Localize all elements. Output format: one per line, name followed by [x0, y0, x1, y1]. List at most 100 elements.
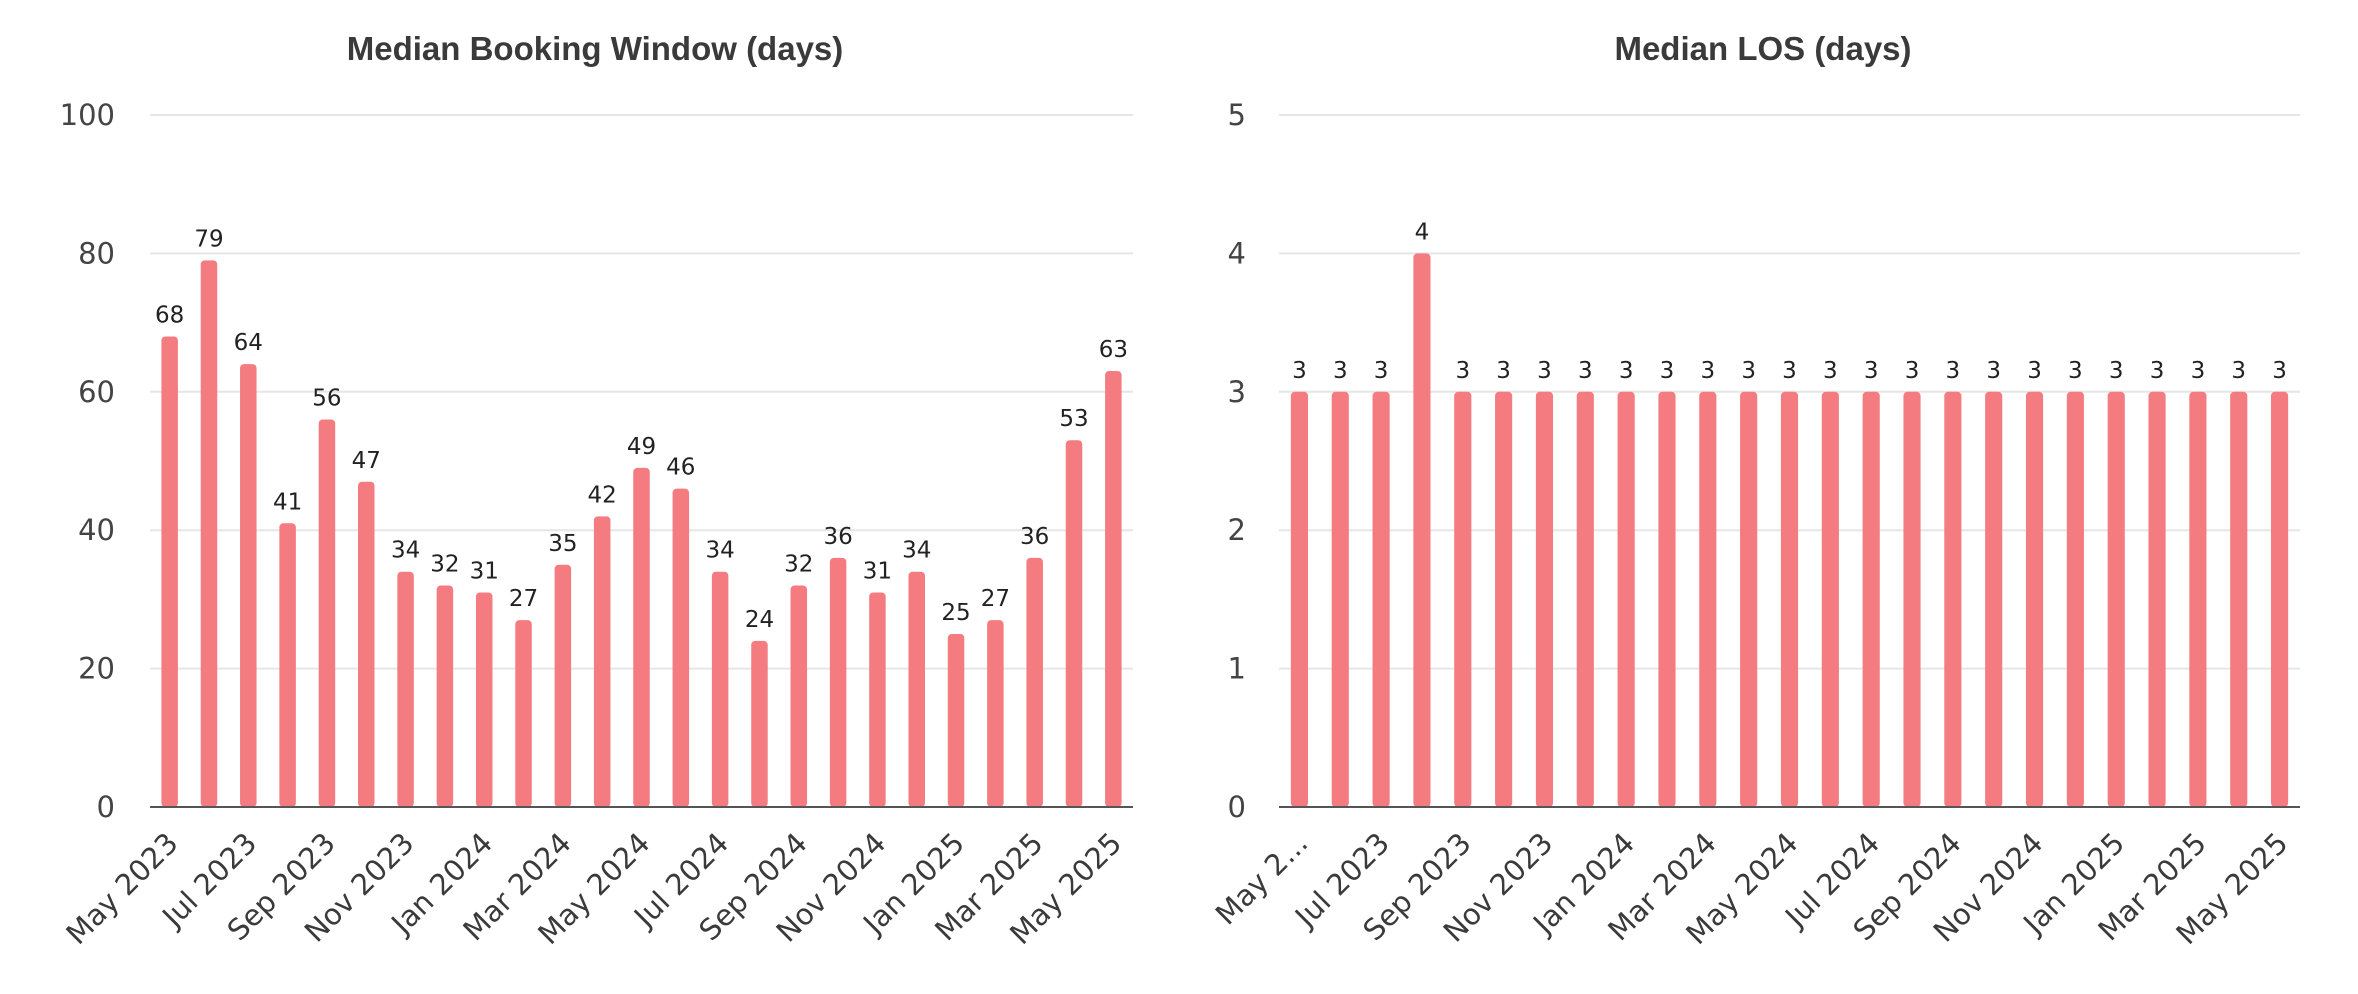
bar: [1026, 557, 1043, 807]
bar: [279, 523, 296, 807]
bar: [1862, 391, 1880, 807]
data-label: 3: [1905, 358, 1920, 384]
data-label: 3: [1741, 358, 1756, 384]
data-label: 56: [312, 385, 341, 411]
data-label: 3: [2150, 358, 2165, 384]
bar: [751, 640, 768, 807]
data-label: 79: [194, 226, 223, 252]
y-tick-label: 1: [1228, 652, 1246, 686]
bar: [2066, 391, 2084, 807]
data-label: 25: [941, 600, 970, 626]
y-tick-label: 4: [1228, 236, 1246, 270]
bar: [1699, 391, 1717, 807]
y-tick-label: 20: [78, 652, 115, 686]
data-label: 36: [823, 524, 852, 550]
data-label: 64: [234, 330, 263, 356]
data-label: 31: [863, 558, 892, 584]
bar: [240, 364, 257, 807]
data-label: 3: [1455, 358, 1470, 384]
data-label: 3: [1864, 358, 1879, 384]
data-label: 3: [1823, 358, 1838, 384]
data-label: 3: [1578, 358, 1593, 384]
bar: [2148, 391, 2166, 807]
data-label: 34: [391, 538, 420, 564]
bar: [1617, 391, 1635, 807]
data-label: 27: [509, 586, 538, 612]
bar: [475, 592, 493, 807]
bar: [2230, 391, 2248, 807]
data-label: 35: [548, 531, 577, 557]
data-label: 27: [981, 586, 1010, 612]
data-label: 46: [666, 455, 695, 481]
data-label: 32: [784, 552, 813, 578]
data-label: 4: [1415, 219, 1430, 245]
y-tick-label: 3: [1228, 375, 1246, 409]
y-tick-label: 40: [78, 513, 115, 547]
y-tick-label: 0: [97, 790, 115, 824]
bar: [908, 571, 925, 807]
bar: [1780, 391, 1799, 807]
data-label: 3: [1619, 358, 1634, 384]
data-label: 3: [1537, 358, 1552, 384]
y-tick-label: 60: [78, 375, 115, 409]
bar: [161, 336, 178, 807]
data-label: 42: [588, 482, 617, 508]
bar: [515, 620, 532, 807]
data-label: 34: [902, 538, 931, 564]
chart-title: Median LOS (days): [1614, 30, 1911, 67]
data-label: 68: [155, 302, 184, 328]
data-label: 3: [2109, 358, 2124, 384]
bar: [1944, 391, 1962, 807]
bar: [1454, 391, 1472, 807]
bar: [1903, 391, 1921, 807]
bar: [1495, 391, 1513, 807]
bar: [1658, 391, 1676, 807]
data-label: 3: [1660, 358, 1675, 384]
bar: [436, 585, 454, 807]
chart-title: Median Booking Window (days): [347, 30, 844, 67]
bar: [2107, 391, 2125, 807]
bar: [200, 260, 218, 807]
y-tick-label: 100: [60, 98, 115, 132]
data-label: 3: [1986, 358, 2001, 384]
data-label: 3: [2231, 358, 2246, 384]
bar: [633, 467, 650, 807]
y-tick-label: 5: [1228, 98, 1246, 132]
bar: [318, 419, 336, 807]
bar: [2025, 391, 2044, 807]
bar: [1105, 371, 1122, 807]
data-label: 3: [1782, 358, 1797, 384]
data-label: 3: [2272, 358, 2287, 384]
data-label: 53: [1059, 406, 1088, 432]
data-label: 3: [1374, 358, 1389, 384]
data-label: 31: [470, 558, 499, 584]
bar: [1576, 391, 1594, 807]
data-label: 3: [1496, 358, 1511, 384]
data-label: 3: [1333, 358, 1348, 384]
bar: [987, 620, 1004, 807]
bar: [1740, 391, 1758, 807]
data-label: 3: [1700, 358, 1715, 384]
data-label: 34: [705, 538, 734, 564]
bar: [593, 516, 611, 807]
bar: [711, 571, 729, 807]
bar: [869, 592, 886, 807]
data-label: 3: [2068, 358, 2083, 384]
data-label: 47: [352, 448, 381, 474]
data-label: 32: [430, 552, 459, 578]
bar: [1290, 391, 1308, 807]
bar: [554, 564, 572, 807]
bar: [2271, 391, 2289, 807]
data-label: 36: [1020, 524, 1049, 550]
bar: [1985, 391, 2003, 807]
bar: [829, 557, 847, 807]
data-label: 3: [1292, 358, 1307, 384]
chart-1: Median Booking Window (days) 0 20 40 60 80 100…: [59, 30, 1133, 951]
y-tick-label: 0: [1228, 790, 1246, 824]
bar: [397, 571, 414, 807]
bar: [1065, 440, 1083, 807]
data-label: 3: [1946, 358, 1961, 384]
bar: [1821, 391, 1839, 807]
